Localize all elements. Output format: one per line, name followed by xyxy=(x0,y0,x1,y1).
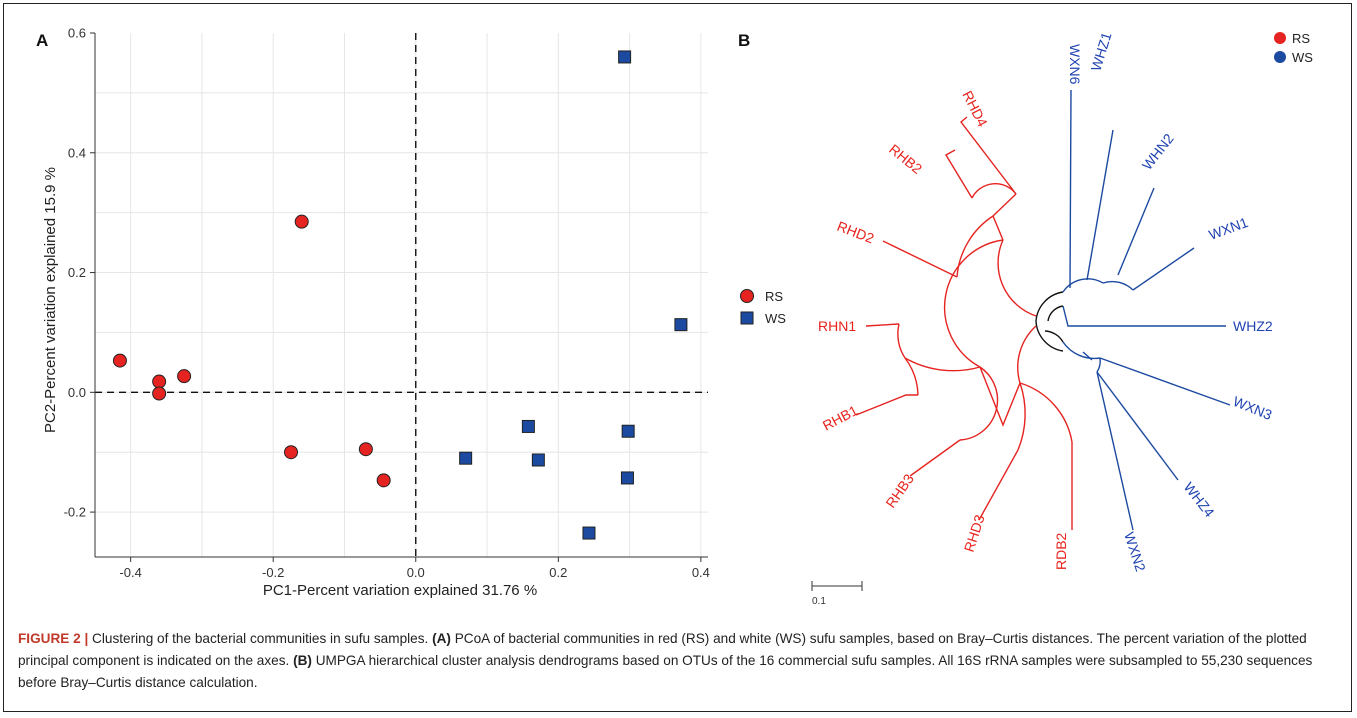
panel-b-letter: B xyxy=(738,31,750,50)
leaf-label-whz2: WHZ2 xyxy=(1233,318,1273,334)
y-tick-label: 0.2 xyxy=(68,265,86,280)
legend-b-rs-marker xyxy=(1274,32,1286,44)
legend-b-ws-label: WS xyxy=(1292,50,1313,65)
x-tick-label: -0.4 xyxy=(119,565,141,580)
leaf-label-whn2: WHN2 xyxy=(1139,130,1177,173)
x-tick-label: 0.4 xyxy=(692,565,710,580)
dendrogram-red-branches xyxy=(855,116,1073,530)
point-rs xyxy=(177,369,192,384)
pcoa-axes: -0.4 -0.2 0.0 0.2 0.4 -0.2 0.0 0.2 0.4 0.6 xyxy=(64,26,710,581)
dendrogram-leaf-labels: RHD4 RHB2 RHD2 RHN1 RHB1 RHB3 RHD3 RDB2 WXN6 WHZ1… xyxy=(818,30,1275,574)
legend-ws-marker xyxy=(740,311,754,325)
pcoa-legend: RS WS xyxy=(740,289,786,326)
point-ws xyxy=(459,451,473,465)
leaf-label-wxn3: WXN3 xyxy=(1231,393,1275,423)
pcoa-grid xyxy=(95,33,708,557)
legend-rs-marker xyxy=(740,289,754,303)
leaf-label-wxn6: WXN6 xyxy=(1067,44,1083,85)
point-rs xyxy=(284,445,299,460)
x-tick-label: -0.2 xyxy=(262,565,284,580)
point-rs xyxy=(358,442,373,457)
point-ws xyxy=(620,471,634,485)
point-rs xyxy=(376,473,391,488)
y-axis-title: PC2-Percent variation explained 15.9 % xyxy=(42,167,59,433)
leaf-label-wxn1: WXN1 xyxy=(1207,214,1251,243)
point-ws xyxy=(521,419,535,433)
caption-a-text: PCoA of bacterial communities in red (RS… xyxy=(18,631,1307,668)
point-rs xyxy=(152,386,167,401)
dendrogram-root-branches xyxy=(1035,291,1064,352)
x-tick-label: 0.0 xyxy=(407,565,425,580)
scale-bar-label: 0.1 xyxy=(812,596,826,607)
caption-a-tag: (A) xyxy=(432,631,451,646)
point-ws xyxy=(674,318,688,332)
leaf-label-wxn2: WXN2 xyxy=(1121,530,1149,574)
leaf-label-whz1: WHZ1 xyxy=(1088,30,1115,73)
y-tick-label: 0.0 xyxy=(68,385,86,400)
leaf-label-rhb2: RHB2 xyxy=(886,141,925,177)
panel-a-letter: A xyxy=(36,31,48,50)
leaf-label-rhd3: RHD3 xyxy=(961,513,988,554)
point-rs xyxy=(294,214,309,229)
figure-frame xyxy=(3,3,1352,712)
leaf-label-rhd4: RHD4 xyxy=(959,88,991,129)
dendrogram-scale-bar xyxy=(811,581,863,591)
leaf-label-rhn1: RHN1 xyxy=(818,318,856,334)
point-rs xyxy=(112,353,127,368)
caption-title: Clustering of the bacterial communities … xyxy=(88,631,433,646)
point-ws xyxy=(582,526,596,540)
y-tick-label: 0.6 xyxy=(68,26,86,41)
point-ws xyxy=(621,424,635,438)
leaf-label-rhb3: RHB3 xyxy=(882,471,917,511)
leaf-label-rhd2: RHD2 xyxy=(835,218,877,247)
leaf-label-rdb2: RDB2 xyxy=(1053,532,1069,570)
x-tick-label: 0.2 xyxy=(549,565,567,580)
pcoa-scatter-plot: -0.4 -0.2 0.0 0.2 0.4 -0.2 0.0 0.2 0.4 0.6 PC1-Pe… xyxy=(42,26,710,600)
dendrogram-blue-branches xyxy=(1062,89,1231,531)
legend-b-ws-marker xyxy=(1274,51,1286,63)
point-rs xyxy=(152,374,167,389)
figure-graphic: A B -0.4 -0.2 0.0 0.2 0.4 -0.2 0.0 0.2 0.4 0.6 PC… xyxy=(36,26,1313,608)
y-tick-label: 0.4 xyxy=(68,145,86,160)
pcoa-points xyxy=(112,50,688,540)
x-axis-title: PC1-Percent variation explained 31.76 % xyxy=(263,582,537,599)
legend-b-rs-label: RS xyxy=(1292,31,1310,46)
point-ws xyxy=(618,50,632,64)
y-tick-label: -0.2 xyxy=(64,505,86,520)
legend-rs-label: RS xyxy=(765,289,783,304)
caption-label: FIGURE 2 | xyxy=(18,631,89,646)
caption-b-tag: (B) xyxy=(293,653,312,668)
figure-caption: FIGURE 2 | Clustering of the bacterial c… xyxy=(18,628,1343,694)
leaf-label-rhb1: RHB1 xyxy=(820,402,861,434)
point-ws xyxy=(531,453,545,467)
caption-b-text: UMPGA hierarchical cluster analysis dend… xyxy=(18,653,1313,690)
dendrogram: RS WS xyxy=(811,30,1313,607)
legend-ws-label: WS xyxy=(765,311,786,326)
leaf-label-whz4: WHZ4 xyxy=(1181,479,1218,520)
